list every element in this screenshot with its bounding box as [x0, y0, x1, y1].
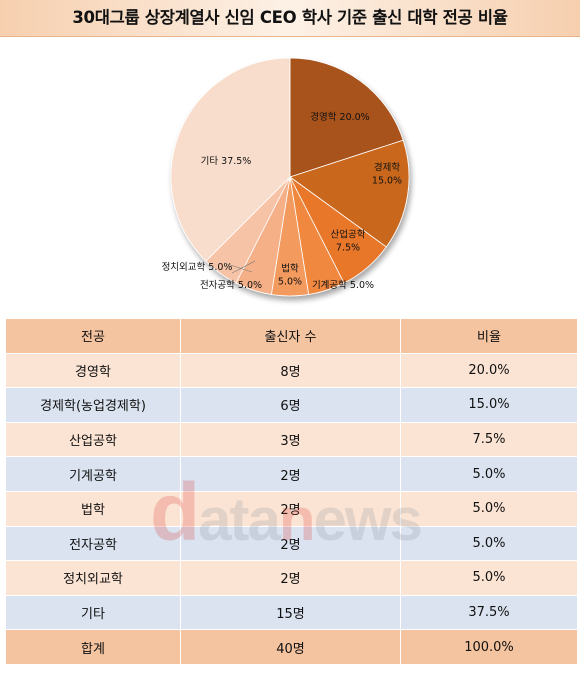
cell-ratio: 5.0% — [400, 560, 578, 596]
pie-slice-label-8: 기타 37.5% — [201, 156, 252, 167]
major-table: 전공 출신자 수 비율 경영학 8명 20.0% 경제학(농업경제학) 6명 1… — [5, 318, 578, 665]
pie-slice-label-6: 전자공학 5.0% — [200, 280, 262, 291]
header-major: 전공 — [5, 318, 181, 354]
pie-slice-label-4: 기계공학 5.0% — [312, 279, 374, 291]
pie-leader-line — [223, 262, 253, 273]
pie-chart: 경영학 20.0% 경제학 15.0% 산업공학 7.5% 기계공학 5.0% 법학 5.0%… — [162, 57, 410, 297]
cell-count: 8명 — [180, 352, 401, 389]
cell-count: 2명 — [180, 490, 401, 527]
cell-ratio: 37.5% — [400, 594, 578, 631]
cell-count: 2명 — [180, 560, 401, 596]
table-row: 기계공학 2명 5.0% — [5, 456, 578, 492]
cell-ratio: 20.0% — [400, 352, 578, 389]
cell-ratio: 5.0% — [400, 490, 578, 527]
table-row: 경제학(농업경제학) 6명 15.0% — [5, 387, 578, 423]
cell-total-ratio: 100.0% — [400, 629, 578, 665]
table-header-row: 전공 출신자 수 비율 — [5, 318, 578, 354]
cell-major: 정치외교학 — [5, 560, 181, 596]
cell-ratio: 15.0% — [400, 387, 578, 423]
cell-major: 경제학(농업경제학) — [5, 387, 181, 423]
cell-major: 전자공학 — [5, 525, 181, 562]
table-row: 전자공학 2명 5.0% — [5, 525, 578, 562]
data-table-wrapper: 전공 출신자 수 비율 경영학 8명 20.0% 경제학(농업경제학) 6명 1… — [5, 318, 578, 665]
cell-ratio: 7.5% — [400, 421, 578, 458]
pie-labels: 경영학 20.0% 경제학 15.0% 산업공학 7.5% 기계공학 5.0% 법학 5.0%… — [162, 111, 403, 291]
table-row: 산업공학 3명 7.5% — [5, 421, 578, 458]
cell-count: 15명 — [180, 594, 401, 631]
cell-count: 2명 — [180, 525, 401, 562]
cell-major: 기계공학 — [5, 456, 181, 492]
pie-slice-label-7: 정치외교학 5.0% — [162, 261, 233, 273]
table-row: 정치외교학 2명 5.0% — [5, 560, 578, 596]
header-count: 출신자 수 — [180, 318, 401, 354]
pie-slice-1 — [289, 57, 404, 178]
cell-major: 법학 — [5, 490, 181, 527]
table-row: 경영학 8명 20.0% — [5, 352, 578, 389]
cell-major: 기타 — [5, 594, 181, 631]
cell-ratio: 5.0% — [400, 456, 578, 492]
pie-slice-label-5: 법학 5.0% — [278, 264, 302, 288]
pie-leader-line — [231, 260, 256, 274]
cell-total-count: 40명 — [180, 629, 401, 665]
pie-slices — [170, 57, 410, 297]
pie-slice-8 — [170, 57, 291, 262]
pie-slice-label-1: 경영학 20.0% — [310, 111, 369, 123]
cell-ratio: 5.0% — [400, 525, 578, 562]
pie-chart-area: 경영학 20.0% 경제학 15.0% 산업공학 7.5% 기계공학 5.0% 법학 5.0%… — [0, 37, 580, 317]
cell-total-label: 합계 — [5, 629, 181, 665]
table-row: 법학 2명 5.0% — [5, 490, 578, 527]
chart-title: 30대그룹 상장계열사 신임 CEO 학사 기준 출신 대학 전공 비율 — [0, 0, 580, 37]
header-ratio: 비율 — [400, 318, 578, 354]
cell-count: 6명 — [180, 387, 401, 423]
pie-slice-label-3: 산업공학 7.5% — [331, 229, 366, 254]
pie-slice-label-2: 경제학 15.0% — [372, 162, 402, 187]
cell-major: 경영학 — [5, 352, 181, 389]
table-row: 기타 15명 37.5% — [5, 594, 578, 631]
cell-count: 2명 — [180, 456, 401, 492]
table-total-row: 합계 40명 100.0% — [5, 629, 578, 665]
cell-major: 산업공학 — [5, 421, 181, 458]
cell-count: 3명 — [180, 421, 401, 458]
pie-slice-2 — [289, 139, 410, 248]
